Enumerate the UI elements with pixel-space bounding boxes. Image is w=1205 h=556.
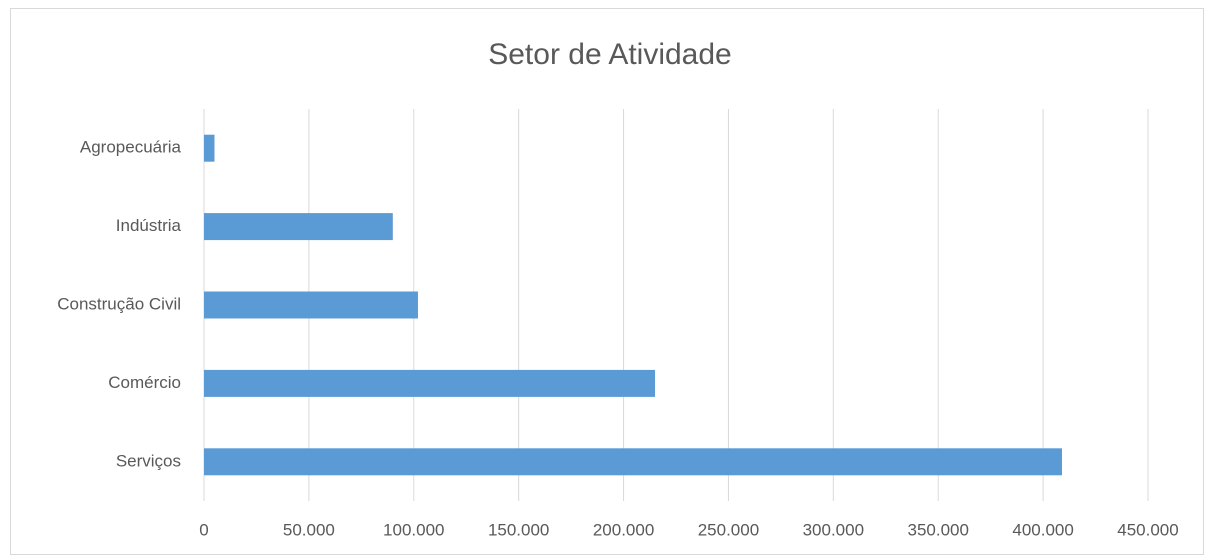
x-tick-label: 0 [199, 520, 208, 539]
y-tick-label: Indústria [116, 216, 182, 235]
bar [204, 213, 393, 241]
bar [204, 134, 215, 162]
x-tick-label: 400.000 [1012, 520, 1073, 539]
bar [204, 448, 1062, 476]
x-tick-label: 350.000 [907, 520, 968, 539]
x-tick-label: 250.000 [698, 520, 759, 539]
bar [204, 291, 418, 319]
x-tick-label: 150.000 [488, 520, 549, 539]
x-tick-label: 200.000 [593, 520, 654, 539]
x-tick-label: 50.000 [283, 520, 335, 539]
bar [204, 369, 656, 397]
y-tick-label: Comércio [108, 373, 181, 392]
x-tick-label: 450.000 [1117, 520, 1178, 539]
y-tick-label: Serviços [116, 451, 181, 470]
y-tick-label: Agropecuária [80, 138, 182, 157]
y-tick-label: Construção Civil [57, 294, 181, 313]
x-tick-label: 100.000 [383, 520, 444, 539]
x-tick-label: 300.000 [803, 520, 864, 539]
chart-title: Setor de Atividade [488, 38, 732, 71]
